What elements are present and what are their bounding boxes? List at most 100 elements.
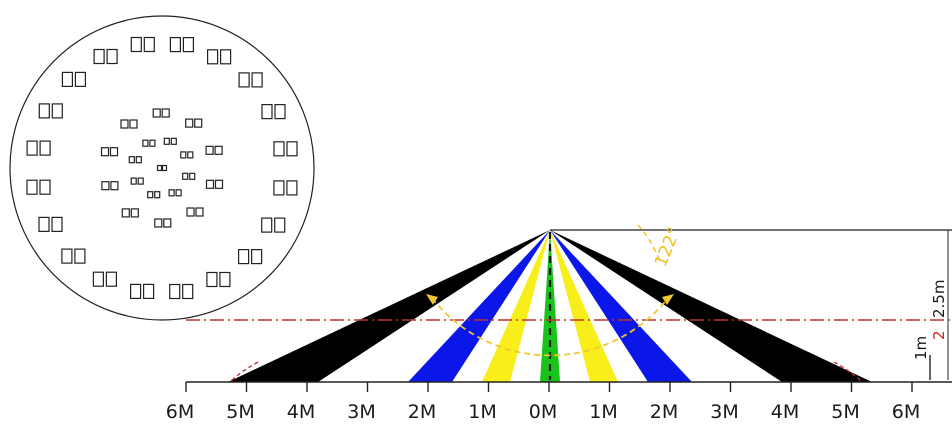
lens-segment xyxy=(100,147,110,157)
axis-tick-label: 1M xyxy=(589,401,617,423)
red-marker-label: 2 xyxy=(930,330,948,340)
beam-outer-right xyxy=(550,230,872,382)
axis-tick-label: 3M xyxy=(710,401,738,423)
lens-segment xyxy=(121,208,130,218)
axis-tick-label: 2M xyxy=(408,401,436,423)
axis-tick-label: 5M xyxy=(226,401,254,423)
lens-segment xyxy=(206,271,218,288)
lens-segment xyxy=(273,180,285,196)
lens-segment xyxy=(189,172,196,180)
lens-segment xyxy=(274,217,286,233)
lens-segment xyxy=(182,172,189,180)
lens-segment xyxy=(214,179,224,189)
lens-segment xyxy=(205,145,214,155)
lens-segment xyxy=(286,180,298,196)
lens-segment xyxy=(137,177,144,185)
lens-segment xyxy=(238,249,250,265)
lens-segment xyxy=(161,108,170,118)
lens-segment xyxy=(251,72,263,88)
lens-segment xyxy=(128,156,135,164)
lens-segment xyxy=(175,189,182,197)
lens-segment xyxy=(39,179,51,195)
lens-segment xyxy=(251,249,263,265)
lens-segment xyxy=(182,283,194,300)
edge-arc-left xyxy=(229,361,259,383)
height-mark-label: 1m xyxy=(912,336,930,360)
lens-segment xyxy=(219,271,231,288)
lens-segment xyxy=(169,36,181,53)
lens-segment xyxy=(93,48,105,65)
beam-outer-left xyxy=(228,230,550,382)
beam-third-right xyxy=(550,230,618,382)
lens-segment xyxy=(105,271,118,287)
lens-segment xyxy=(163,218,172,228)
lens-segment xyxy=(161,164,168,172)
lens-segment xyxy=(130,36,142,53)
lens-segment xyxy=(205,179,215,189)
lens-segment xyxy=(149,139,156,147)
lens-segment xyxy=(26,140,38,156)
beam-second-right xyxy=(550,230,692,382)
lens-segment xyxy=(106,48,118,65)
angle-arrow-right xyxy=(662,294,674,305)
lens-segment xyxy=(274,103,286,120)
fresnel-lens-view xyxy=(9,15,315,321)
axis-tick-label: 0M xyxy=(529,401,557,423)
lens-segment xyxy=(61,248,73,264)
lens-segment xyxy=(195,207,204,217)
lens-segment xyxy=(238,72,250,88)
edge-arc-right xyxy=(833,361,863,383)
axis-tick-label: 4M xyxy=(287,401,315,423)
lens-segment xyxy=(101,181,110,191)
lens-segment xyxy=(194,118,203,128)
lens-segment xyxy=(143,36,155,53)
detection-zone: 122° 2.5m 2 1m 6M 5M 4M 3M 2M 1M 0M 1M 2M 3M 4M 5M 6… xyxy=(166,224,952,423)
lens-segment xyxy=(154,218,163,228)
lens-segment xyxy=(143,283,155,299)
lens-segment xyxy=(214,145,223,155)
lens-segment xyxy=(39,140,51,156)
lens-segment xyxy=(180,151,187,159)
lens-segment xyxy=(142,139,149,147)
lens-segment xyxy=(130,208,139,218)
lens-segment xyxy=(182,36,194,53)
axis-tick-label: 1M xyxy=(468,401,496,423)
axis-tick-label: 6M xyxy=(892,401,920,423)
lens-segment xyxy=(51,103,63,119)
lens-segment xyxy=(185,118,194,128)
lens-segment xyxy=(261,103,273,120)
lens-segment xyxy=(120,119,129,129)
lens-segment xyxy=(74,71,87,88)
angle-label: 122° xyxy=(651,224,685,269)
lens-segment xyxy=(261,217,273,233)
lens-segment xyxy=(156,164,163,172)
lens-segment xyxy=(92,271,105,287)
beam-second-left xyxy=(408,230,550,382)
lens-segment xyxy=(168,189,175,197)
lens-segment xyxy=(273,141,285,157)
lens-segment xyxy=(152,108,161,118)
lens-segment xyxy=(187,151,194,159)
lens-segment xyxy=(130,177,137,185)
axis-tick-label: 5M xyxy=(831,401,859,423)
lens-segment xyxy=(135,156,142,164)
beam-third-left xyxy=(482,230,550,382)
axis-tick-label: 4M xyxy=(771,401,799,423)
lens-segment xyxy=(110,181,119,191)
axis-tick-label: 2M xyxy=(650,401,678,423)
lens-segment xyxy=(147,191,154,199)
floor-axis-ticks: 6M 5M 4M 3M 2M 1M 0M 1M 2M 3M 4M 5M 6M xyxy=(166,382,920,423)
lens-segment xyxy=(74,248,86,264)
lens-segment xyxy=(163,137,170,145)
lens-segment xyxy=(129,119,138,129)
lens-segment xyxy=(220,49,232,65)
lens-segment xyxy=(51,216,63,232)
height-label: 2.5m xyxy=(930,280,948,318)
angle-arc-top xyxy=(637,224,661,263)
axis-tick-label: 3M xyxy=(347,401,375,423)
lens-segment xyxy=(109,147,119,157)
axis-tick-label: 6M xyxy=(166,401,194,423)
lens-segment xyxy=(169,283,181,300)
lens-segment xyxy=(38,216,50,232)
